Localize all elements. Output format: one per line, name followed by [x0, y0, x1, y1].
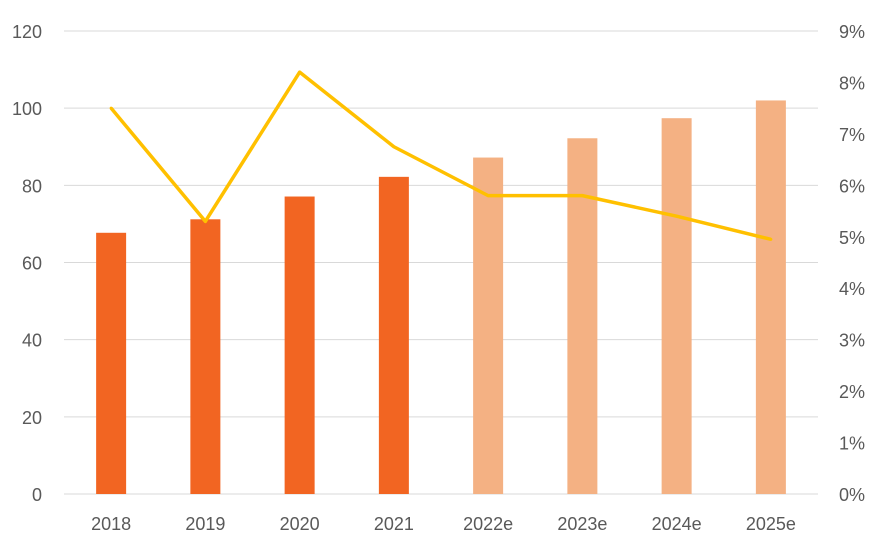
bar-2024e [661, 118, 692, 494]
gridlines [64, 30, 818, 495]
right-axis-ticks: 0% 1% 2% 3% 4% 5% 6% 7% 8% 9% [839, 22, 865, 505]
x-tick-label: 2023e [557, 514, 607, 534]
bar-2019 [190, 219, 221, 494]
x-axis-ticks: 2018 2019 2020 2021 2022e 2023e 2024e 2025e [91, 514, 796, 534]
line-point-2021 [392, 145, 396, 149]
left-axis-ticks: 0 20 40 60 80 100 120 [12, 22, 42, 505]
x-tick-label: 2022e [463, 514, 513, 534]
bar-2025e [755, 100, 786, 494]
bar-series [96, 100, 786, 495]
right-tick-label: 6% [839, 176, 865, 196]
right-tick-label: 3% [839, 331, 865, 351]
right-tick-label: 0% [839, 485, 865, 505]
left-tick-label: 0 [32, 485, 42, 505]
line-point-2018 [109, 106, 113, 110]
bar-2022e [473, 157, 504, 494]
line-series [109, 70, 773, 242]
line-point-2025e [769, 237, 773, 241]
line-point-2022e [486, 194, 490, 198]
bar-2018 [96, 232, 127, 494]
x-tick-label: 2020 [280, 514, 320, 534]
line-point-2024e [675, 214, 679, 218]
right-tick-label: 8% [839, 73, 865, 93]
left-tick-label: 40 [22, 331, 42, 351]
x-tick-label: 2019 [185, 514, 225, 534]
x-tick-label: 2024e [652, 514, 702, 534]
right-tick-label: 1% [839, 434, 865, 454]
line-point-2020 [298, 70, 302, 74]
line-point-2023e [580, 194, 584, 198]
x-tick-label: 2018 [91, 514, 131, 534]
right-tick-label: 5% [839, 228, 865, 248]
left-tick-label: 100 [12, 99, 42, 119]
bar-2020 [284, 196, 315, 494]
left-tick-label: 80 [22, 176, 42, 196]
line-point-2019 [203, 219, 207, 223]
left-tick-label: 60 [22, 254, 42, 274]
x-tick-label: 2025e [746, 514, 796, 534]
growth-line [109, 70, 772, 242]
right-tick-label: 9% [839, 22, 865, 42]
bar-2023e [567, 138, 598, 495]
left-tick-label: 120 [12, 22, 42, 42]
left-tick-label: 20 [22, 408, 42, 428]
right-tick-label: 7% [839, 125, 865, 145]
right-tick-label: 4% [839, 279, 865, 299]
x-tick-label: 2021 [374, 514, 414, 534]
right-tick-label: 2% [839, 382, 865, 402]
bar-2021 [378, 176, 409, 494]
